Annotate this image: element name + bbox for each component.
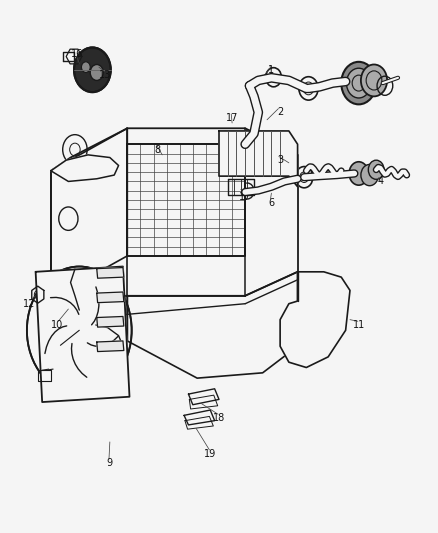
Polygon shape [97, 341, 124, 352]
Polygon shape [97, 292, 124, 303]
Polygon shape [280, 272, 350, 368]
Circle shape [27, 266, 132, 394]
Circle shape [81, 62, 90, 72]
Polygon shape [51, 155, 119, 181]
Text: 8: 8 [155, 144, 161, 155]
Circle shape [341, 62, 376, 104]
Polygon shape [219, 131, 297, 187]
Text: 11: 11 [353, 320, 365, 330]
Circle shape [46, 346, 60, 363]
Text: 1: 1 [268, 65, 275, 75]
Text: 10: 10 [51, 320, 64, 330]
Text: 18: 18 [213, 413, 225, 423]
Text: 6: 6 [268, 198, 275, 208]
Polygon shape [97, 317, 124, 327]
Text: 2: 2 [277, 107, 283, 117]
Polygon shape [97, 268, 124, 278]
Circle shape [70, 319, 89, 342]
Text: 17: 17 [226, 112, 238, 123]
Text: 19: 19 [204, 449, 216, 458]
Text: 3: 3 [277, 155, 283, 165]
Circle shape [74, 47, 111, 92]
Circle shape [368, 160, 384, 179]
Circle shape [90, 64, 103, 80]
Circle shape [346, 68, 371, 98]
Text: 16: 16 [71, 49, 83, 59]
Circle shape [361, 64, 387, 96]
Circle shape [349, 162, 368, 185]
Text: 17: 17 [239, 192, 251, 203]
Text: 12: 12 [23, 298, 35, 309]
Polygon shape [127, 144, 245, 256]
Circle shape [361, 165, 378, 185]
Text: 13: 13 [99, 70, 112, 80]
Text: 4: 4 [378, 176, 384, 187]
Polygon shape [35, 266, 130, 402]
Text: 9: 9 [107, 458, 113, 468]
